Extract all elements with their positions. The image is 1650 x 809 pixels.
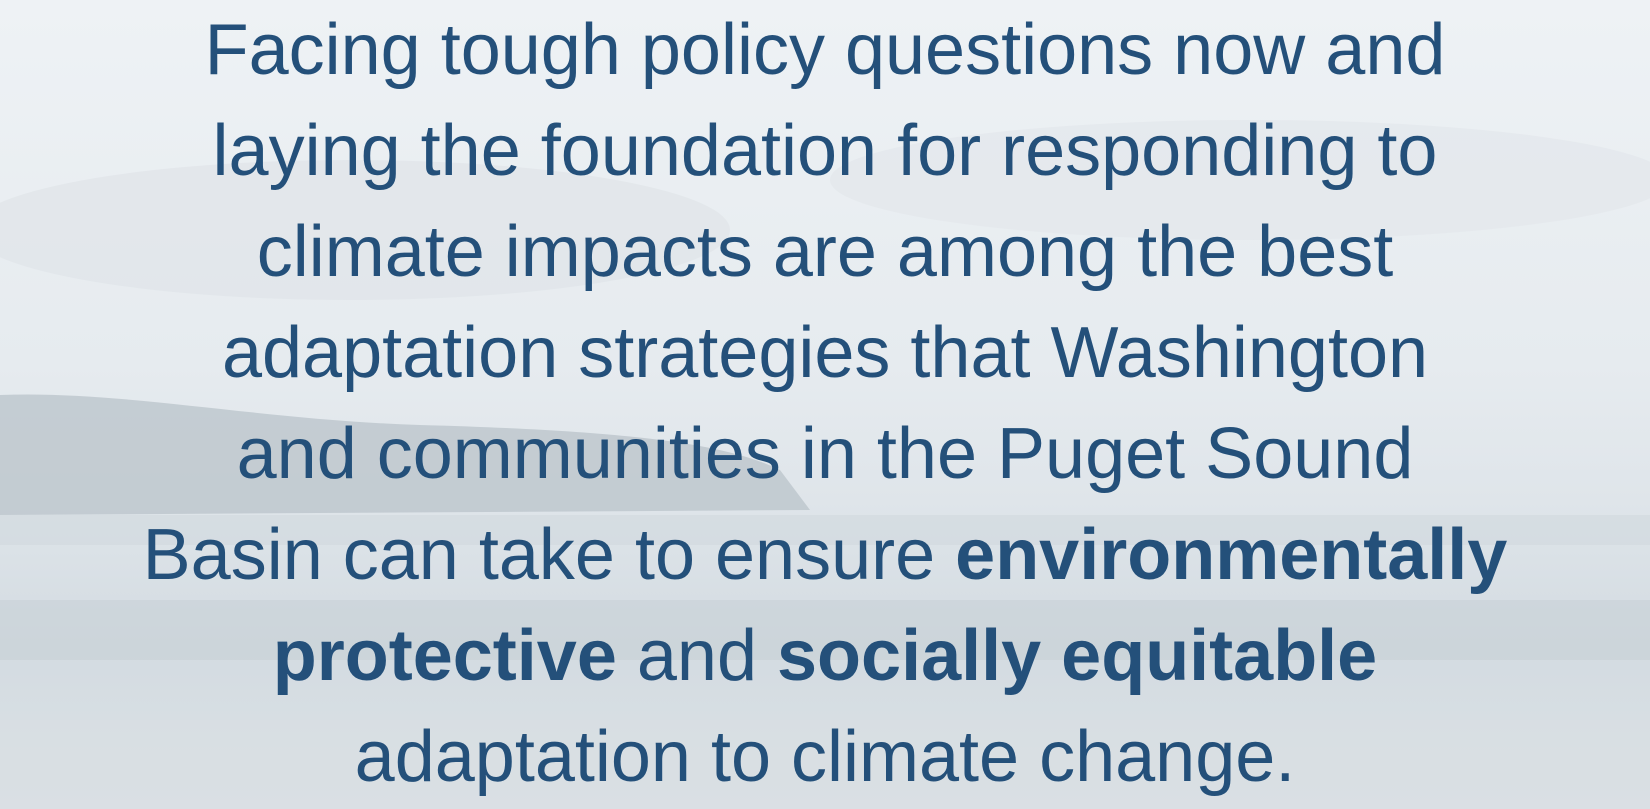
- text-line: Facing tough policy questions now and: [0, 0, 1650, 101]
- bold-text: socially equitable: [777, 616, 1378, 696]
- text: Basin can take to ensure: [142, 515, 956, 595]
- text-line: climate impacts are among the best: [0, 202, 1650, 303]
- text-line: Basin can take to ensure environmentally: [0, 505, 1650, 606]
- text: adaptation strategies that Washington: [221, 313, 1429, 393]
- text-line: protective and socially equitable: [0, 606, 1650, 707]
- text: climate impacts are among the best: [256, 212, 1394, 292]
- bold-text: protective: [272, 616, 617, 696]
- text-line: adaptation to climate change.: [0, 707, 1650, 808]
- text: laying the foundation for responding to: [212, 111, 1438, 191]
- bold-text: environmentally: [955, 515, 1508, 595]
- text: and communities in the Puget Sound: [236, 414, 1414, 494]
- text-line: and communities in the Puget Sound: [0, 404, 1650, 505]
- text: and: [616, 616, 777, 696]
- text: adaptation to climate change.: [354, 717, 1296, 797]
- text-line: adaptation strategies that Washington: [0, 303, 1650, 404]
- text: Facing tough policy questions now and: [204, 10, 1446, 90]
- text-line: laying the foundation for responding to: [0, 101, 1650, 202]
